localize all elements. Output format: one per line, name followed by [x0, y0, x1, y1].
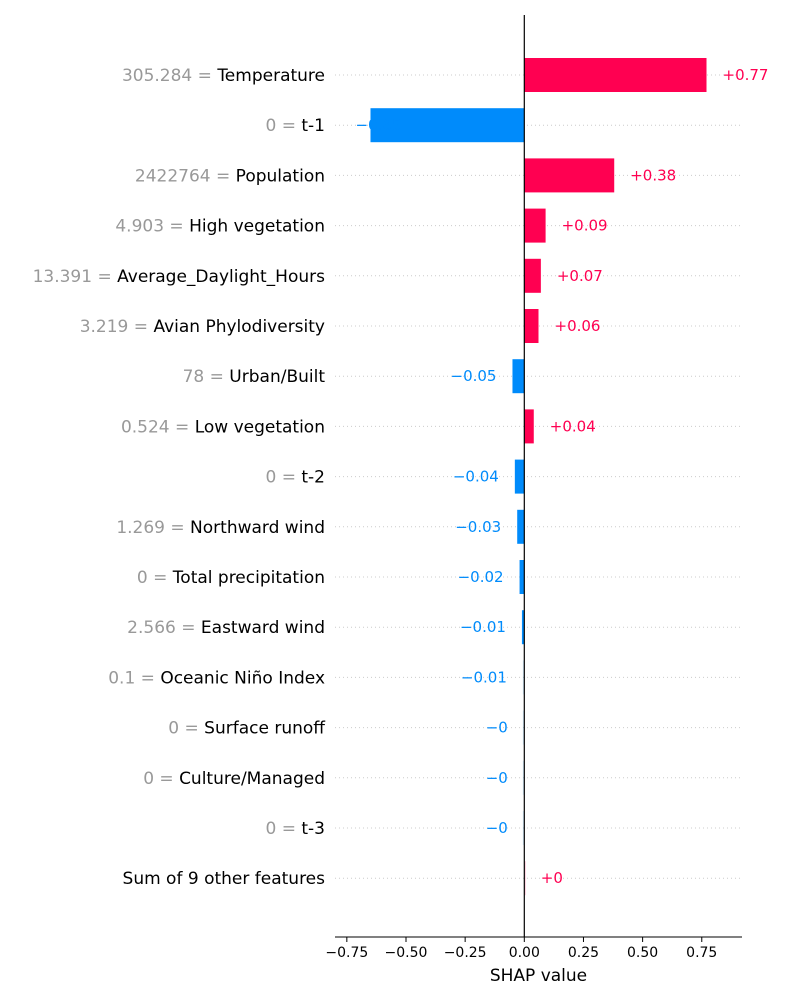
feature-name: Northward wind: [190, 518, 325, 538]
feature-label: 0 = Total precipitation: [137, 568, 325, 588]
feature-name: Average_Daylight_Hours: [117, 267, 325, 287]
x-tick-label: 0.25: [568, 945, 599, 961]
shap-bar: [370, 108, 525, 143]
x-tick-label: 0.00: [509, 945, 540, 961]
feature-label: 0 = t-1: [266, 116, 326, 136]
feature-value: 3.219 =: [80, 317, 154, 337]
bar-value-label: +0.77: [723, 66, 769, 84]
feature-name: Culture/Managed: [179, 769, 325, 789]
feature-value: 1.269 =: [116, 518, 190, 538]
feature-name: t-3: [301, 819, 325, 839]
bar-value-label: −0: [486, 819, 508, 837]
feature-label: 0 = t-2: [266, 468, 326, 488]
feature-name: Total precipitation: [172, 568, 325, 588]
feature-label: 13.391 = Average_Daylight_Hours: [33, 267, 326, 287]
feature-name: High vegetation: [189, 217, 325, 237]
bar-value-label: +0.07: [557, 267, 603, 285]
feature-name: Eastward wind: [201, 618, 325, 638]
feature-label: 78 = Urban/Built: [183, 367, 326, 387]
bar-value-label: −0.65: [355, 116, 401, 134]
feature-label: 2.566 = Eastward wind: [127, 618, 325, 638]
feature-value: 4.903 =: [115, 217, 189, 237]
bar-value-label: −0.01: [460, 618, 506, 636]
bar-value-label: −0.04: [453, 468, 499, 486]
feature-name: Population: [236, 166, 325, 186]
feature-value: 0 =: [266, 116, 302, 136]
feature-value: 0 =: [168, 719, 204, 739]
feature-label: 0.524 = Low vegetation: [121, 417, 325, 437]
bar-value-label: +0: [541, 869, 563, 887]
shap-bar: [524, 309, 539, 343]
feature-value: 78 =: [183, 367, 230, 387]
feature-value: 13.391 =: [33, 267, 118, 287]
feature-value: 0 =: [143, 769, 179, 789]
shap-bar: [522, 660, 525, 695]
shap-bar: [524, 409, 534, 444]
shap-bar: [524, 208, 546, 243]
feature-value: 0 =: [266, 468, 302, 488]
shap-bar: [519, 560, 525, 594]
feature-value: 0 =: [266, 819, 302, 839]
shap-bar: [522, 760, 525, 795]
feature-name: Urban/Built: [229, 367, 325, 387]
shap-bar: [524, 258, 541, 293]
feature-value: 0.524 =: [121, 417, 195, 437]
x-tick-label: −0.75: [325, 945, 368, 961]
feature-value: 2.566 =: [127, 618, 201, 638]
feature-label: 0 = Surface runoff: [168, 719, 326, 739]
bar-value-label: −0: [486, 769, 508, 787]
feature-label: 0 = Culture/Managed: [143, 769, 325, 789]
feature-name: t-1: [301, 116, 325, 136]
shap-bar: [522, 811, 525, 845]
feature-value: 2422764 =: [135, 166, 236, 186]
shap-bar: [522, 710, 525, 745]
bar-value-label: +0.06: [555, 317, 601, 335]
shap-bar: [521, 610, 525, 645]
feature-value: 305.284 =: [122, 66, 217, 86]
bar-value-label: −0: [486, 719, 508, 737]
shap-bar: [524, 58, 707, 92]
bar-value-label: +0.38: [630, 166, 676, 184]
x-tick-label: −0.50: [385, 945, 428, 961]
feature-label: 0.1 = Oceanic Niño Index: [108, 668, 325, 688]
bar-value-label: −0.02: [458, 568, 504, 586]
feature-label: 1.269 = Northward wind: [116, 518, 325, 538]
bar-value-label: +0.04: [550, 417, 596, 435]
feature-name: Avian Phylodiversity: [153, 317, 325, 337]
bar-value-label: −0.01: [461, 668, 507, 686]
x-axis-label: SHAP value: [490, 966, 587, 986]
feature-name: Low vegetation: [195, 417, 325, 437]
summary-bar: [524, 861, 526, 896]
feature-value: 0.1 =: [108, 668, 160, 688]
shap-bar: [524, 158, 615, 193]
bar-value-label: −0.03: [455, 518, 501, 536]
feature-name: t-2: [301, 468, 325, 488]
summary-label: Sum of 9 other features: [123, 869, 326, 889]
feature-label: 0 = t-3: [266, 819, 326, 839]
shap-bar: [512, 359, 525, 394]
feature-label: 3.219 = Avian Phylodiversity: [80, 317, 325, 337]
feature-value: 0 =: [137, 568, 173, 588]
x-tick-label: 0.75: [686, 945, 717, 961]
shap-bar: [517, 509, 525, 544]
x-tick-label: 0.50: [627, 945, 658, 961]
feature-label: 2422764 = Population: [135, 166, 325, 186]
feature-name: Surface runoff: [204, 719, 326, 739]
feature-name: Oceanic Niño Index: [160, 668, 325, 688]
feature-name: Temperature: [216, 66, 325, 86]
bar-value-label: −0.05: [451, 367, 497, 385]
shap-bar: [514, 459, 525, 494]
x-tick-label: −0.25: [444, 945, 487, 961]
bar-value-label: +0.09: [562, 217, 608, 235]
feature-label: 4.903 = High vegetation: [115, 217, 325, 237]
feature-label: 305.284 = Temperature: [122, 66, 325, 86]
